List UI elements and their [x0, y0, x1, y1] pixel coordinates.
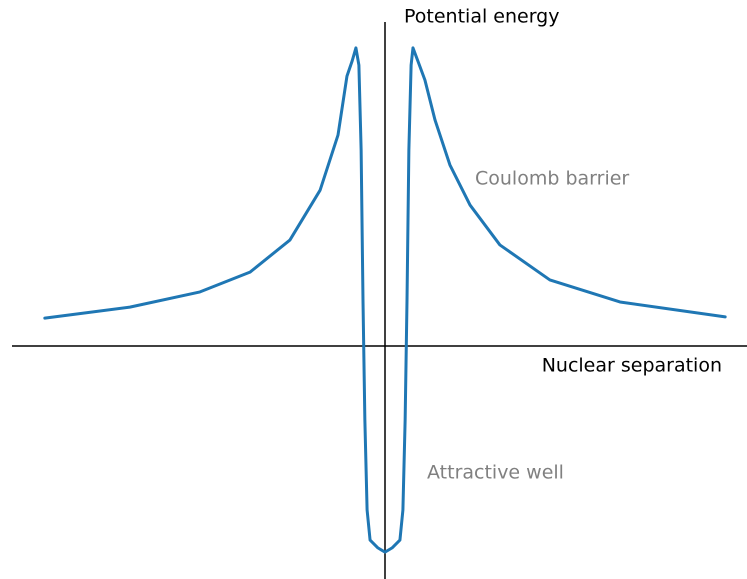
annotation: Coulomb barrier — [475, 168, 629, 190]
y-axis-label: Potential energy — [404, 6, 559, 28]
annotation: Attractive well — [427, 462, 564, 484]
x-axis-label: Nuclear separation — [542, 355, 722, 377]
line-series — [43, 46, 727, 554]
